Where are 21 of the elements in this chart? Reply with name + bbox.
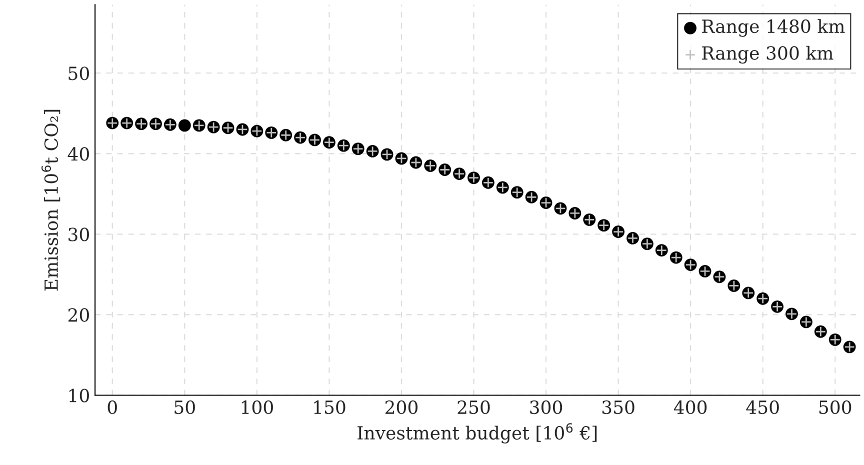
y-tick-label: 10 xyxy=(69,388,89,402)
x-tick-label: 250 xyxy=(458,400,490,414)
x-tick-label: 500 xyxy=(819,400,852,414)
x-tick-label: 300 xyxy=(530,400,562,414)
y-tick-label: 20 xyxy=(68,308,89,322)
x-tick-label: 400 xyxy=(674,400,707,414)
point xyxy=(178,119,191,132)
y-tick-label: 30 xyxy=(68,228,89,242)
legend-label: Range 1480 km xyxy=(702,19,845,37)
x-axis-title: Investment budget [10$^{6}$ €] xyxy=(358,423,597,444)
y-tick-label: 40 xyxy=(68,147,89,161)
x-tick-label: 150 xyxy=(314,400,346,414)
legend-label: Range 300 km xyxy=(702,46,834,64)
x-tick-label: 200 xyxy=(385,400,418,414)
y-tick-label: 50 xyxy=(68,66,89,80)
x-tick-label: 50 xyxy=(174,400,195,414)
x-tick-label: 350 xyxy=(602,400,634,414)
x-tick-label: 0 xyxy=(108,400,117,414)
x-tick-label: 100 xyxy=(242,400,273,414)
x-tick-label: 450 xyxy=(746,400,779,414)
y-axis-title: Emission [10$^{6}$t CO₂] xyxy=(41,110,60,291)
